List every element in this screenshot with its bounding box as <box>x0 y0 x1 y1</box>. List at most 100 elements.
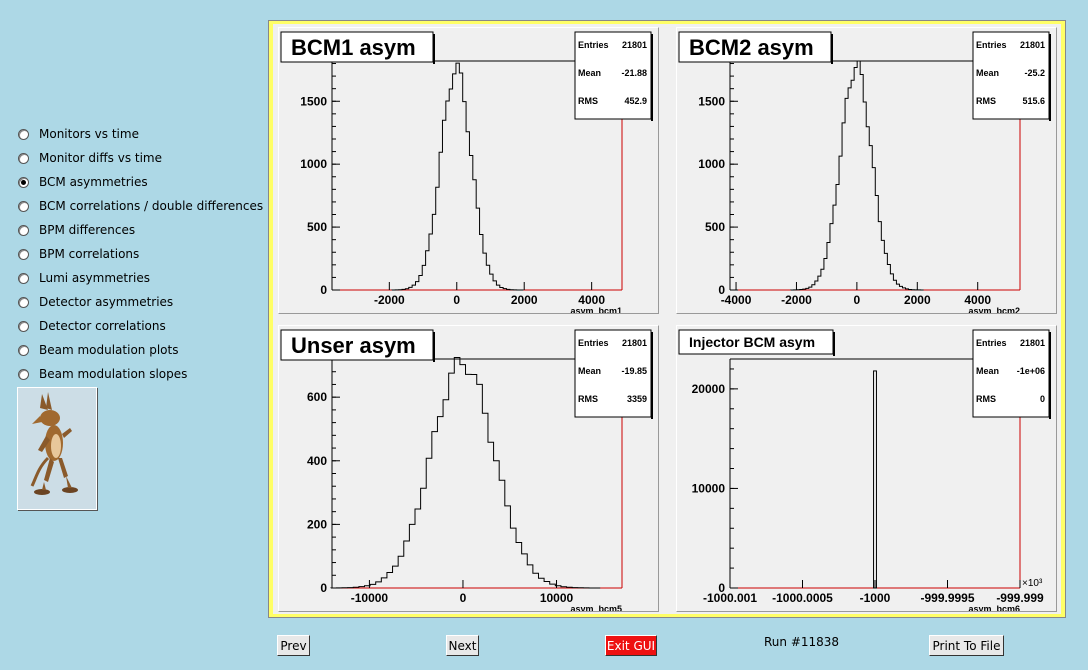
menu-item-label: BPM differences <box>39 223 136 237</box>
y-tick-label: 600 <box>307 390 327 404</box>
x-tick-label: 10000 <box>540 591 574 605</box>
stats-label: Mean <box>976 68 999 78</box>
menu-item-bpm-correlations[interactable]: BPM correlations <box>14 242 263 266</box>
radio-icon[interactable] <box>18 272 29 284</box>
stats-label: Mean <box>976 366 999 376</box>
x-tick-label: -4000 <box>721 293 752 307</box>
stats-label: RMS <box>578 96 598 106</box>
menu-item-bpm-differences[interactable]: BPM differences <box>14 218 263 242</box>
stats-box <box>972 31 1050 120</box>
radio-icon[interactable] <box>18 128 29 140</box>
menu-item-label: BPM correlations <box>39 247 140 261</box>
y-tick-label: 1000 <box>698 157 725 171</box>
stats-value: 452.9 <box>624 96 647 106</box>
stats-label: RMS <box>976 96 996 106</box>
x-axis-label: asym_bcm1 <box>570 306 622 313</box>
stats-box-shadow <box>1049 34 1051 121</box>
radio-icon[interactable] <box>18 248 29 260</box>
x-tick-label: 0 <box>460 591 467 605</box>
x-tick-label: -1000.001 <box>703 591 757 605</box>
menu-item-label: BCM correlations / double differences <box>39 199 264 213</box>
x-tick-label: 2000 <box>904 293 931 307</box>
menu-item-beam-modulation-slopes[interactable]: Beam modulation slopes <box>14 362 263 386</box>
title-box-shadow <box>833 332 835 356</box>
radio-selected-icon[interactable] <box>18 176 29 188</box>
y-tick-label: 1500 <box>300 94 327 108</box>
canvas-area: 0 500 1000 1500 -2000 0 2000 4000 asym_bcm1 BCM1 … <box>273 24 1061 614</box>
print-to-file-button[interactable]: Print To File <box>929 635 1004 656</box>
x-axis-label: asym_bcm6 <box>968 604 1020 611</box>
next-button[interactable]: Next <box>446 635 479 656</box>
menu-item-beam-modulation-plots[interactable]: Beam modulation plots <box>14 338 263 362</box>
y-tick-label: 0 <box>718 581 725 595</box>
radio-icon[interactable] <box>18 320 29 332</box>
stats-box <box>574 31 652 120</box>
y-tick-label: 0 <box>320 581 327 595</box>
exit-gui-button[interactable]: Exit GUI <box>605 635 657 656</box>
x-axis-label: asym_bcm5 <box>570 604 622 611</box>
histogram-title: BCM2 asym <box>689 35 814 60</box>
stats-value: 21801 <box>622 338 647 348</box>
prev-button[interactable]: Prev <box>277 635 310 656</box>
stats-value: -19.85 <box>621 366 647 376</box>
title-box-shadow <box>433 332 435 362</box>
menu-item-label: Beam modulation plots <box>39 343 179 357</box>
histogram-bcm2-asym: 0 500 1000 1500 -4000 -2000 0 2000 4000asym_bcm2… <box>678 31 1051 316</box>
stats-label: Entries <box>578 40 609 50</box>
title-box-shadow <box>433 34 435 64</box>
x-tick-label: 0 <box>453 293 460 307</box>
y-tick-label: 10000 <box>692 481 726 495</box>
radio-icon[interactable] <box>18 224 29 236</box>
radio-icon[interactable] <box>18 296 29 308</box>
y-tick-label: 400 <box>307 454 327 468</box>
menu-item-monitor-diffs-vs-time[interactable]: Monitor diffs vs time <box>14 146 263 170</box>
menu-item-bcm-asymmetries[interactable]: BCM asymmetries <box>14 170 263 194</box>
title-box <box>678 31 832 63</box>
menu-item-label: Monitors vs time <box>39 127 139 141</box>
stats-label: Entries <box>578 338 609 348</box>
title-box <box>678 329 834 355</box>
menu-item-detector-correlations[interactable]: Detector correlations <box>14 314 263 338</box>
plot-canvas: 0 500 1000 1500 -2000 0 2000 4000 asym_bcm1 BCM1 … <box>268 20 1066 618</box>
histogram-series <box>330 356 601 589</box>
histogram-pad-bcm2[interactable]: 0 500 1000 1500 -4000 -2000 0 2000 4000 asym_bcm2… <box>676 27 1057 316</box>
radio-icon[interactable] <box>18 200 29 212</box>
stats-value: -1e+06 <box>1017 366 1045 376</box>
menu-item-label: Detector asymmetries <box>39 295 174 309</box>
stats-value: -21.88 <box>621 68 647 78</box>
x-axis-label: asym_bcm2 <box>968 306 1020 313</box>
menu-item-detector-asymmetries[interactable]: Detector asymmetries <box>14 290 263 314</box>
stats-label: Entries <box>976 40 1007 50</box>
title-box-shadow <box>831 34 833 64</box>
x-tick-label: -999.999 <box>996 591 1044 605</box>
histogram-pad-bcm1[interactable]: 0 500 1000 1500 -2000 0 2000 4000 asym_bcm1 BCM1 … <box>278 27 659 316</box>
coyote-mascot-image <box>17 387 97 510</box>
title-box <box>280 329 434 361</box>
radio-icon[interactable] <box>18 152 29 164</box>
stats-label: RMS <box>976 394 996 404</box>
histogram-series <box>790 60 924 291</box>
histogram-pad-injector-bcm[interactable]: 0 10000 20000 -1000.001 -1000.0005 -1000 -999.… <box>676 325 1057 614</box>
x-axis-unit: ×10³ <box>1022 578 1043 589</box>
radio-icon[interactable] <box>18 344 29 356</box>
view-menu: Monitors vs time Monitor diffs vs time B… <box>14 122 263 386</box>
stats-value: -25.2 <box>1024 68 1045 78</box>
menu-item-lumi-asymmetries[interactable]: Lumi asymmetries <box>14 266 263 290</box>
y-tick-label: 500 <box>307 220 327 234</box>
radio-icon[interactable] <box>18 368 29 380</box>
y-tick-label: 0 <box>320 283 327 297</box>
histogram-series <box>391 62 524 291</box>
histogram-pad-unser[interactable]: 0 200 400 600 -10000 0 10000 asym_bcm5 Unser asy… <box>278 325 659 614</box>
stats-label: RMS <box>578 394 598 404</box>
menu-item-bcm-correlations[interactable]: BCM correlations / double differences <box>14 194 263 218</box>
histogram-title: BCM1 asym <box>291 35 416 60</box>
menu-item-monitors-vs-time[interactable]: Monitors vs time <box>14 122 263 146</box>
stats-box <box>972 329 1050 418</box>
y-tick-label: 1500 <box>698 94 725 108</box>
histogram-title: Unser asym <box>291 333 416 358</box>
x-tick-label: 2000 <box>511 293 538 307</box>
stats-label: Mean <box>578 68 601 78</box>
y-tick-label: 200 <box>307 517 327 531</box>
